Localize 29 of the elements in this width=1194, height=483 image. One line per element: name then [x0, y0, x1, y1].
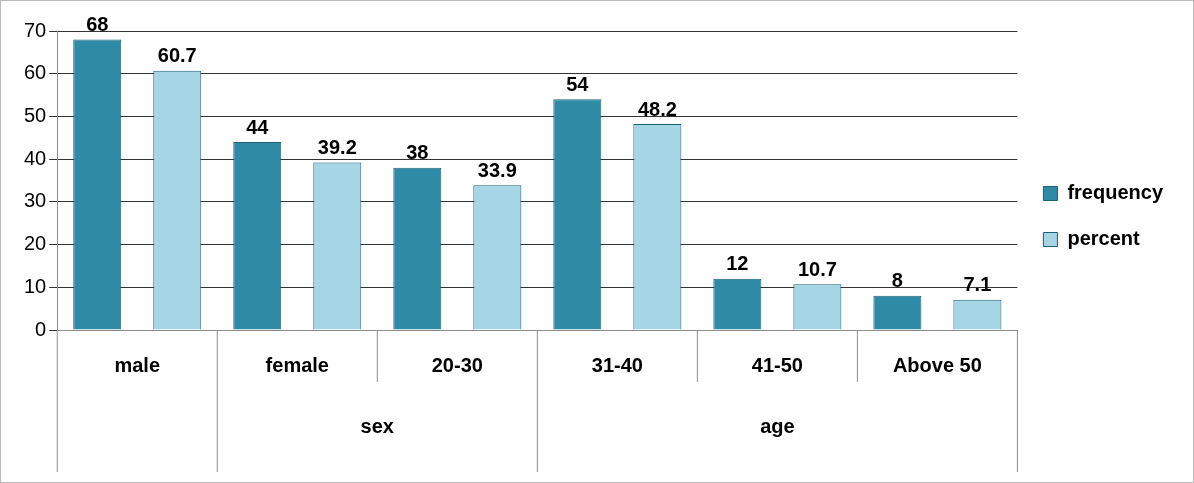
x-tick-label: 41-50 [751, 353, 803, 376]
data-label: 8 [891, 269, 903, 292]
x-tick-label: female [265, 353, 329, 376]
data-label: 68 [86, 13, 109, 36]
data-label: 12 [726, 252, 749, 275]
x-tick-label: Above 50 [892, 353, 982, 376]
y-tick-label: 20 [24, 232, 47, 255]
text: sex [360, 414, 394, 437]
data-label: 44 [246, 115, 270, 138]
text: age [760, 414, 795, 437]
y-tick-label: 0 [35, 317, 47, 340]
y-tick-label: 50 [24, 103, 47, 126]
x-tick-label: 31-40 [591, 353, 643, 376]
data-label: 54 [566, 72, 590, 95]
x-tick-label: male [114, 353, 161, 376]
data-label: 60.7 [157, 44, 197, 67]
y-tick-label: 40 [24, 146, 47, 169]
data-label: 38 [406, 141, 429, 164]
data-label: 33.9 [477, 158, 517, 181]
data-label: 39.2 [317, 136, 357, 159]
x-tick-label: 20-30 [431, 353, 483, 376]
y-tick-label: 60 [24, 61, 47, 84]
data-label: 48.2 [637, 97, 677, 120]
data-label: 10.7 [797, 257, 837, 280]
y-tick-label: 70 [24, 18, 47, 41]
legend-label: frequency [1067, 181, 1164, 204]
legend-label: percent [1067, 227, 1140, 250]
y-tick-label: 10 [24, 274, 47, 297]
y-tick-label: 30 [24, 189, 47, 212]
